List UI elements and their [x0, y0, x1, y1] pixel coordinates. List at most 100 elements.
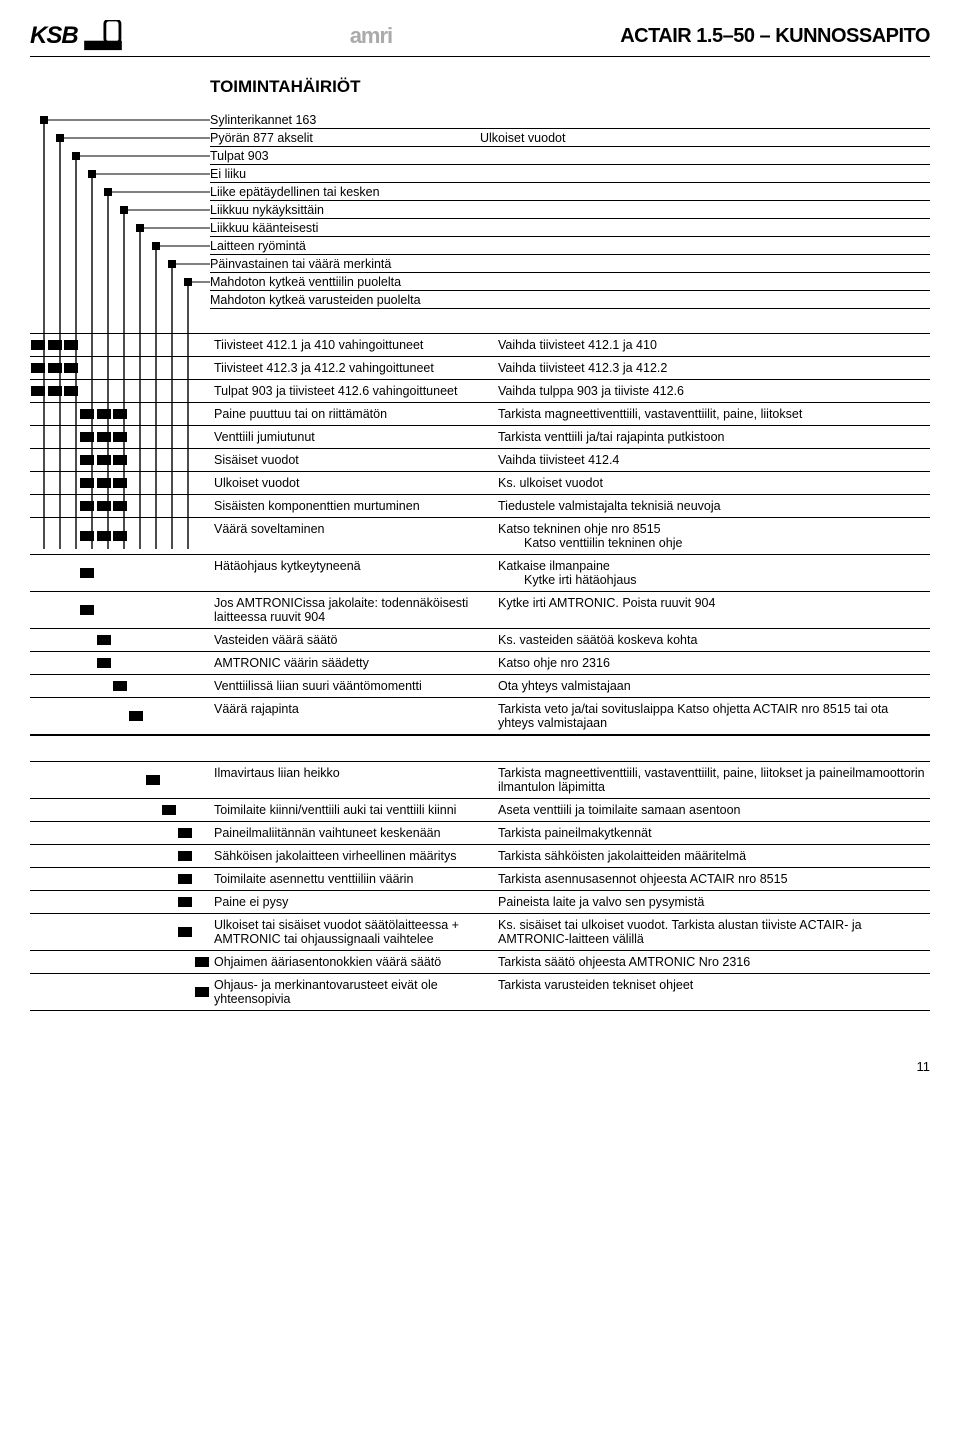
mark-cell — [46, 914, 62, 950]
ksb-logo-icon — [84, 20, 122, 52]
mark-cell — [194, 495, 210, 517]
mark-cell — [194, 555, 210, 591]
mark-cell — [46, 868, 62, 890]
mark-column — [30, 974, 210, 1010]
mark-cell — [194, 652, 210, 674]
mark-cell — [95, 555, 111, 591]
mark-cell — [194, 449, 210, 471]
mark-icon — [97, 478, 111, 488]
table-gap — [30, 735, 930, 761]
mark-cell — [63, 555, 79, 591]
mark-cell — [63, 334, 79, 356]
mark-cell — [46, 799, 62, 821]
remedy-cell: Vaihda tiivisteet 412.1 ja 410 — [490, 334, 930, 356]
mark-cell — [194, 518, 210, 554]
mark-cell — [63, 698, 79, 734]
symptom-right-label: Ulkoiset vuodot — [480, 131, 930, 145]
mark-icon — [113, 681, 127, 691]
mark-cell — [161, 426, 177, 448]
mark-cell — [79, 845, 95, 867]
cause-cell: AMTRONIC väärin säädetty — [210, 652, 490, 674]
remedy-cell: Kytke irti AMTRONIC. Poista ruuvit 904 — [490, 592, 930, 628]
mark-column — [30, 334, 210, 356]
mark-cell — [128, 799, 144, 821]
mark-cell — [177, 845, 193, 867]
mark-cell — [95, 675, 111, 697]
mark-cell — [161, 762, 177, 798]
mark-cell — [95, 698, 111, 734]
mark-icon — [178, 897, 192, 907]
remedy-cell: Katso tekninen ohje nro 8515Katso ventti… — [490, 518, 930, 554]
mark-icon — [113, 501, 127, 511]
section-heading: TOIMINTAHÄIRIÖT — [210, 77, 930, 97]
mark-cell — [194, 845, 210, 867]
symptom-row: Ei liiku — [210, 165, 930, 183]
mark-cell — [145, 472, 161, 494]
mark-cell — [30, 380, 46, 402]
mark-cell — [30, 675, 46, 697]
mark-cell — [177, 403, 193, 425]
mark-cell — [46, 592, 62, 628]
mark-cell — [112, 555, 128, 591]
mark-cell — [30, 951, 46, 973]
mark-icon — [129, 711, 143, 721]
symptom-list: Sylinterikannet 163Pyörän 877 akselitUlk… — [210, 111, 930, 309]
cause-cell: Ulkoiset vuodot — [210, 472, 490, 494]
mark-cell — [112, 974, 128, 1010]
mark-column — [30, 845, 210, 867]
mark-cell — [145, 698, 161, 734]
mark-cell — [112, 698, 128, 734]
cause-cell: Sisäisten komponenttien murtuminen — [210, 495, 490, 517]
mark-icon — [80, 501, 94, 511]
mark-icon — [162, 805, 176, 815]
mark-icon — [80, 478, 94, 488]
mark-cell — [95, 891, 111, 913]
mark-cell — [30, 652, 46, 674]
mark-cell — [194, 891, 210, 913]
mark-cell — [95, 822, 111, 844]
mark-cell — [30, 868, 46, 890]
mark-cell — [112, 762, 128, 798]
mark-cell — [161, 675, 177, 697]
mark-icon — [178, 851, 192, 861]
mark-cell — [30, 403, 46, 425]
table-row: Ulkoiset vuodotKs. ulkoiset vuodot — [30, 471, 930, 494]
mark-cell — [128, 762, 144, 798]
remedy-cell: Tarkista varusteiden tekniset ohjeet — [490, 974, 930, 1010]
mark-cell — [95, 868, 111, 890]
mark-cell — [46, 698, 62, 734]
mark-icon — [80, 531, 94, 541]
mark-cell — [79, 629, 95, 651]
mark-cell — [95, 357, 111, 379]
mark-cell — [112, 403, 128, 425]
mark-cell — [145, 426, 161, 448]
mark-cell — [79, 472, 95, 494]
symptom-label: Liikkuu käänteisesti — [210, 221, 480, 235]
mark-cell — [30, 974, 46, 1010]
mark-column — [30, 495, 210, 517]
mark-cell — [79, 698, 95, 734]
mark-cell — [79, 891, 95, 913]
mark-cell — [161, 472, 177, 494]
remedy-cell: Vaihda tiivisteet 412.4 — [490, 449, 930, 471]
table-row: Ilmavirtaus liian heikkoTarkista magneet… — [30, 761, 930, 798]
mark-cell — [79, 403, 95, 425]
cause-cell: Paineilmaliitännän vaihtuneet keskenään — [210, 822, 490, 844]
mark-icon — [31, 340, 45, 350]
mark-cell — [177, 629, 193, 651]
mark-icon — [31, 363, 45, 373]
mark-cell — [161, 868, 177, 890]
mark-column — [30, 449, 210, 471]
mark-cell — [112, 426, 128, 448]
mark-cell — [177, 518, 193, 554]
mark-cell — [46, 449, 62, 471]
mark-cell — [194, 951, 210, 973]
mark-cell — [46, 472, 62, 494]
mark-cell — [128, 629, 144, 651]
mark-cell — [194, 592, 210, 628]
remedy-cell: Katso ohje nro 2316 — [490, 652, 930, 674]
mark-cell — [128, 698, 144, 734]
symptom-row: Liikkuu nykäyksittäin — [210, 201, 930, 219]
symptom-row: Liikkuu käänteisesti — [210, 219, 930, 237]
mark-cell — [46, 891, 62, 913]
